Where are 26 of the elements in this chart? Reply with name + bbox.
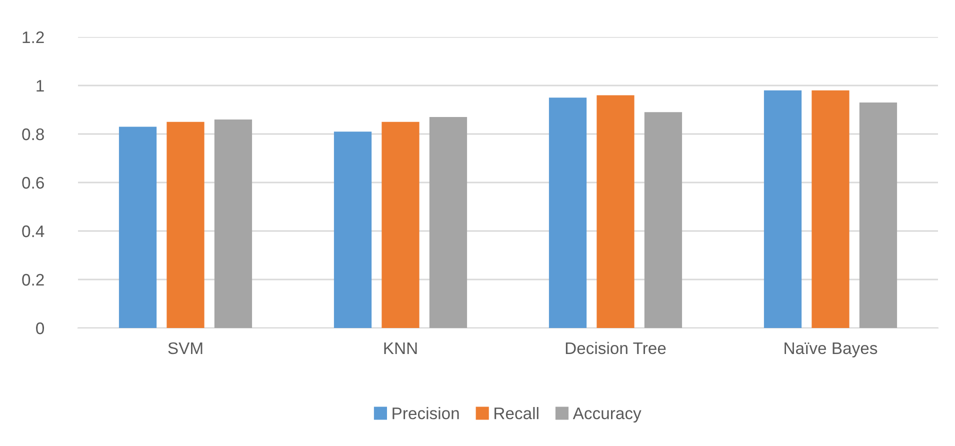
x-tick-label: SVM xyxy=(168,342,202,354)
bar xyxy=(382,122,420,328)
y-tick-label: 0.2 xyxy=(22,274,44,286)
y-tick-label: 0.6 xyxy=(22,176,44,189)
bar xyxy=(214,119,252,328)
x-tick-label: KNN xyxy=(384,342,417,354)
y-tick-label: 0.4 xyxy=(22,225,44,238)
x-tick-label: Decision Tree xyxy=(566,342,666,354)
bar xyxy=(644,112,682,328)
bar xyxy=(548,98,587,328)
y-tick-label: 1 xyxy=(36,80,44,92)
bar xyxy=(334,132,372,328)
bar xyxy=(166,122,204,328)
bar xyxy=(812,90,850,328)
bar xyxy=(764,90,802,328)
bar xyxy=(596,95,634,328)
legend-label: Recall xyxy=(494,407,538,420)
y-tick-label: 0.8 xyxy=(22,128,44,140)
y-tick-label: 0 xyxy=(36,322,44,334)
y-tick-label: 1.2 xyxy=(22,31,44,44)
legend-label: Accuracy xyxy=(572,408,642,423)
x-tick-label: Naïve Bayes xyxy=(784,342,878,358)
legend-label: Precision xyxy=(392,407,459,420)
bar xyxy=(118,126,157,328)
bar xyxy=(429,117,468,328)
bar xyxy=(859,102,898,328)
